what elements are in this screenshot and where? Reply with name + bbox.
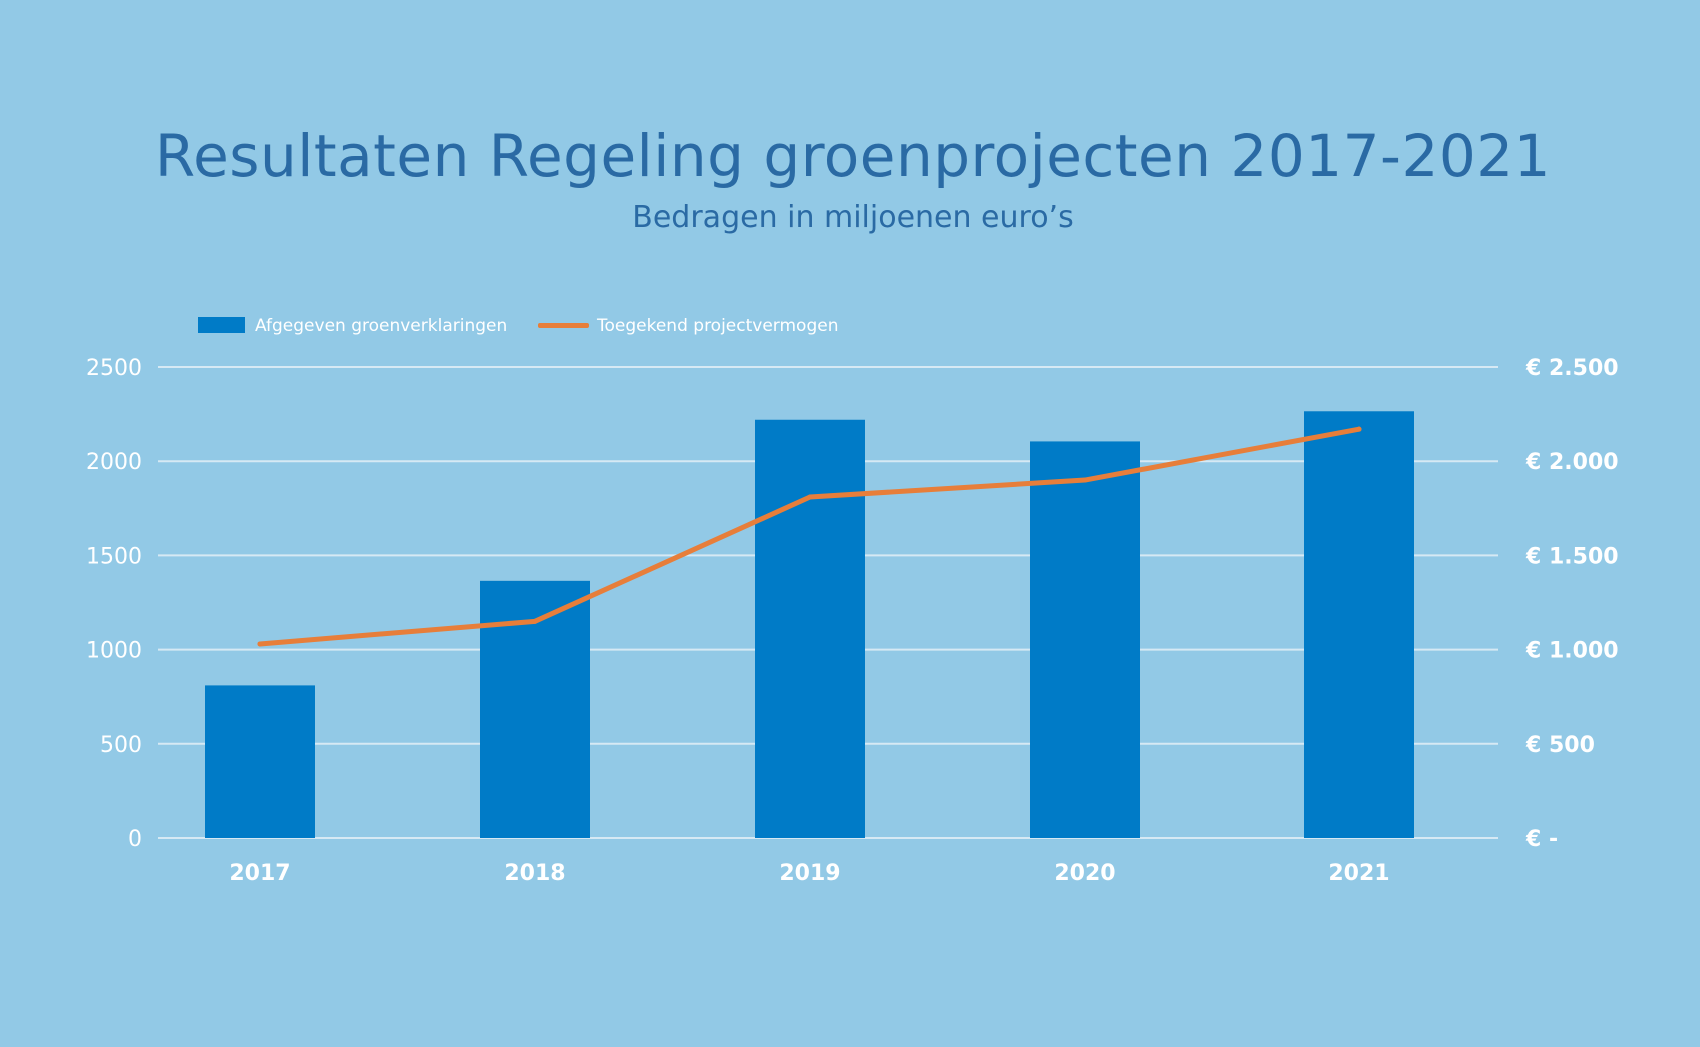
- legend-label-line: Toegekend projectvermogen: [596, 316, 838, 336]
- bar-series: [205, 411, 1414, 838]
- line-point-2017: [257, 641, 263, 647]
- line-point-2018: [532, 618, 538, 624]
- legend-bar-swatch: [198, 317, 245, 333]
- left-tick-label: 2500: [86, 356, 142, 381]
- bar-2017: [205, 685, 315, 838]
- x-tick-label-2019: 2019: [779, 861, 840, 886]
- bar-2019: [755, 419, 865, 838]
- line-series: [257, 426, 1362, 647]
- x-tick-label-2020: 2020: [1054, 861, 1115, 886]
- right-tick-label: € 1.000: [1525, 639, 1619, 664]
- bar-2020: [1030, 441, 1140, 838]
- right-tick-label: € 2.000: [1525, 450, 1619, 475]
- line-point-2020: [1082, 477, 1088, 483]
- line-point-2021: [1356, 426, 1362, 432]
- bar-2021: [1304, 411, 1414, 838]
- x-tick-label-2021: 2021: [1328, 861, 1389, 886]
- legend: Afgegeven groenverklaringen Toegekend pr…: [198, 316, 838, 336]
- right-tick-label: € -: [1525, 827, 1558, 852]
- x-axis: 2017 2018 2019 2020 2021: [229, 861, 1389, 886]
- left-y-axis: 0 500 1000 1500 2000 2500: [86, 356, 142, 852]
- left-tick-label: 1500: [86, 544, 142, 569]
- right-tick-label: € 1.500: [1525, 544, 1619, 569]
- x-tick-label-2017: 2017: [229, 861, 290, 886]
- legend-label-bars: Afgegeven groenverklaringen: [255, 316, 507, 336]
- left-tick-label: 0: [128, 827, 142, 852]
- chart-subtitle: Bedragen in miljoenen euro’s: [632, 200, 1074, 235]
- right-tick-label: € 2.500: [1525, 356, 1619, 381]
- legend-line-swatch: [538, 323, 589, 328]
- line-point-2019: [807, 494, 813, 500]
- right-tick-label: € 500: [1525, 733, 1595, 758]
- left-tick-label: 500: [100, 733, 142, 758]
- chart-title: Resultaten Regeling groenprojecten 2017-…: [154, 122, 1552, 190]
- left-tick-label: 2000: [86, 450, 142, 475]
- x-tick-label-2018: 2018: [504, 861, 565, 886]
- left-tick-label: 1000: [86, 639, 142, 664]
- right-y-axis: € - € 500 € 1.000 € 1.500 € 2.000 € 2.500: [1525, 356, 1619, 852]
